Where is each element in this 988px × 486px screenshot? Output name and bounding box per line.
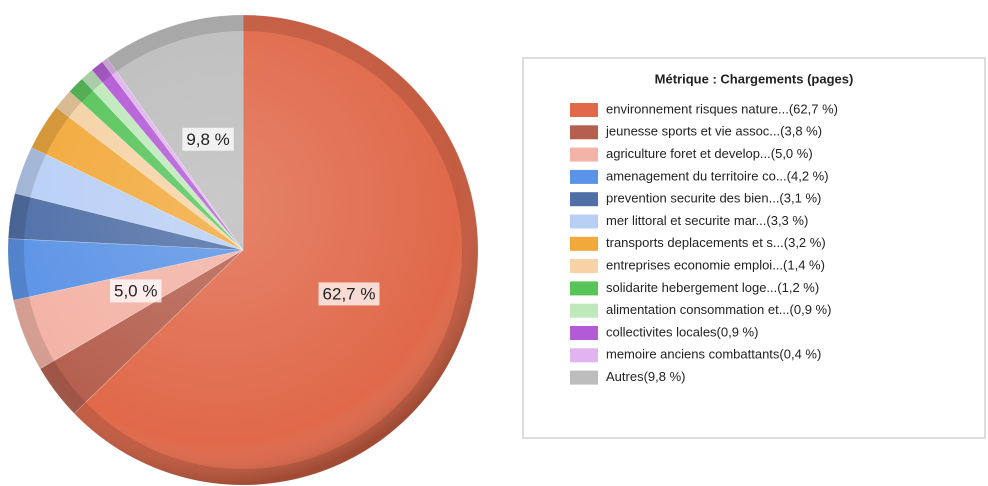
- legend-label: environnement risques nature...(62,7 %): [606, 101, 838, 116]
- pie-rim: [8, 15, 478, 485]
- legend-swatch: [570, 326, 598, 340]
- legend-swatch: [570, 192, 598, 207]
- data-label: 5,0 %: [114, 281, 157, 300]
- data-label-bg: [318, 282, 380, 306]
- legend-swatch: [570, 281, 598, 296]
- legend-label: jeunesse sports et vie assoc...(3,8 %): [605, 124, 822, 139]
- legend-label: prevention securite des bien...(3,1 %): [606, 191, 821, 206]
- legend-swatch: [570, 125, 598, 140]
- legend-label: alimentation consommation et...(0,9 %): [606, 302, 831, 317]
- data-label-bg: [182, 127, 234, 151]
- legend-label: Autres(9,8 %): [606, 369, 685, 384]
- legend-label: transports deplacements et s...(3,2 %): [606, 235, 826, 250]
- legend-box: [522, 57, 986, 439]
- legend-swatch: [570, 348, 598, 363]
- legend-label: agriculture foret et develop...(5,0 %): [606, 146, 813, 161]
- legend-swatch: [570, 303, 598, 318]
- legend-label: solidarite hebergement loge...(1,2 %): [606, 280, 819, 295]
- data-label-bg: [110, 279, 162, 303]
- legend-swatch: [570, 147, 598, 162]
- legend-label: collectivites locales(0,9 %): [606, 324, 758, 339]
- legend-swatch: [570, 370, 598, 385]
- data-label: 9,8 %: [186, 130, 229, 149]
- legend-title: Métrique : Chargements (pages): [655, 71, 854, 86]
- legend-swatch: [570, 103, 598, 117]
- legend-swatch: [570, 236, 598, 251]
- legend-label: mer littoral et securite mar...(3,3 %): [606, 213, 808, 228]
- legend-label: entreprises economie emploi...(1,4 %): [606, 258, 825, 273]
- legend-swatch: [570, 214, 598, 229]
- legend-swatch: [570, 259, 598, 274]
- legend-label: amenagement du territoire co...(4,2 %): [606, 168, 829, 183]
- data-label: 62,7 %: [323, 284, 376, 303]
- legend-label: memoire anciens combattants(0,4 %): [606, 347, 821, 362]
- legend-swatch: [570, 169, 598, 184]
